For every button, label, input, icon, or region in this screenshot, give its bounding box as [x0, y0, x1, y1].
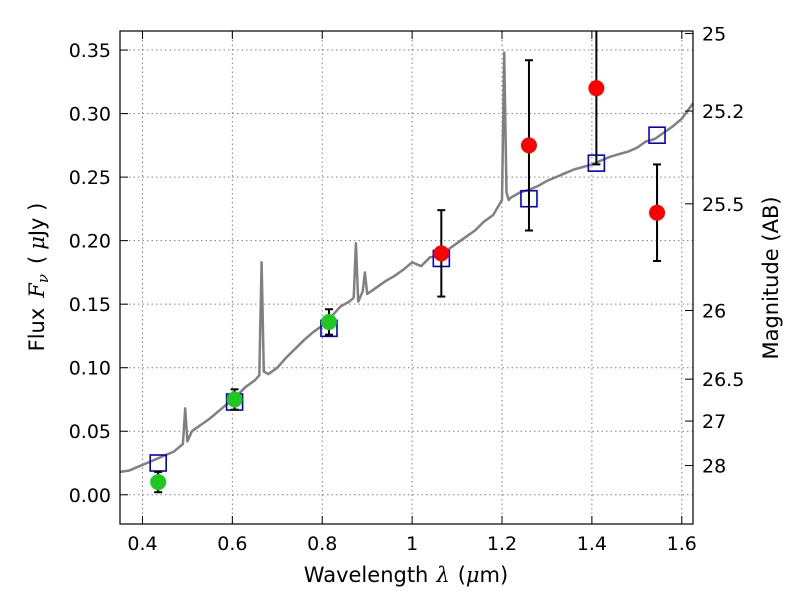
y2-tick-label: 28: [702, 456, 726, 478]
model-photometry-layer: [149, 126, 666, 472]
observed-photometry-point: [150, 474, 167, 491]
x-axis-label: Wavelength λ (μm): [304, 563, 508, 587]
x-axis-label-unit-rest: m): [480, 563, 509, 587]
y-tick-label: 0.15: [69, 294, 111, 316]
x-tick-label: 1.2: [487, 533, 517, 555]
x-axis-label-symbol: λ: [435, 563, 449, 587]
observed-photometry-point: [433, 245, 450, 262]
x-tick-label: 1.4: [577, 533, 607, 555]
plot-frame: [119, 30, 694, 525]
x-tick-label: 1: [406, 533, 418, 555]
x-axis-label-unit-open: (: [458, 563, 466, 587]
model-spectrum-line: [119, 51, 695, 474]
y-axis-label-sub: ν: [34, 274, 52, 283]
x-axis-label-unit-mu: μ: [466, 563, 480, 587]
y2-tick-label: 25: [702, 24, 726, 46]
x-axis-label-text: Wavelength: [304, 563, 429, 587]
y2-axis-label: Magnitude (AB): [759, 196, 783, 359]
y-axis-label-unit-mu: μ: [25, 236, 49, 250]
y-axis-label: Flux Fν ( μJy ): [25, 203, 52, 352]
y2-tick-label: 25.2: [702, 101, 744, 123]
y-axis-label-unit-open: (: [25, 256, 49, 264]
observed-photometry-point: [649, 204, 666, 221]
x-tick-label: 0.6: [217, 533, 247, 555]
y-tick-label: 0.05: [69, 421, 111, 443]
tick-layer: 0.4 0.6 0.8 1 1.2 1.4 1.6 0.00 0.05 0.10 0.15 0.20 0…: [69, 24, 745, 555]
y-tick-label: 0.10: [69, 358, 111, 380]
y-tick-label: 0.20: [69, 231, 111, 253]
observed-photometry-point: [588, 80, 605, 97]
y2-tick-label: 26.5: [702, 369, 744, 391]
y-tick-label: 0.00: [69, 485, 111, 507]
y2-tick-label: 27: [702, 411, 726, 433]
model-photometry-square: [648, 126, 666, 144]
y-tick-label: 0.25: [69, 167, 111, 189]
observed-photometry-point: [520, 137, 537, 154]
grid-layer: [120, 31, 693, 524]
observed-photometry-layer: [150, 31, 666, 494]
y-tick-label: 0.35: [69, 40, 111, 62]
y-axis-label-symbol: F: [25, 282, 49, 299]
x-tick-label: 0.4: [127, 533, 157, 555]
y-axis-label-unit-rest: Jy ): [25, 203, 49, 239]
x-tick-label: 1.6: [667, 533, 697, 555]
y-tick-label: 0.30: [69, 104, 111, 126]
y2-tick-label: 26: [702, 301, 726, 323]
observed-photometry-point: [320, 313, 337, 330]
x-tick-label: 0.8: [307, 533, 337, 555]
model-spectrum-layer: [119, 51, 695, 474]
observed-photometry-point: [226, 391, 243, 408]
y2-tick-label: 25.5: [702, 194, 744, 216]
y-axis-label-text: Flux: [25, 308, 49, 352]
